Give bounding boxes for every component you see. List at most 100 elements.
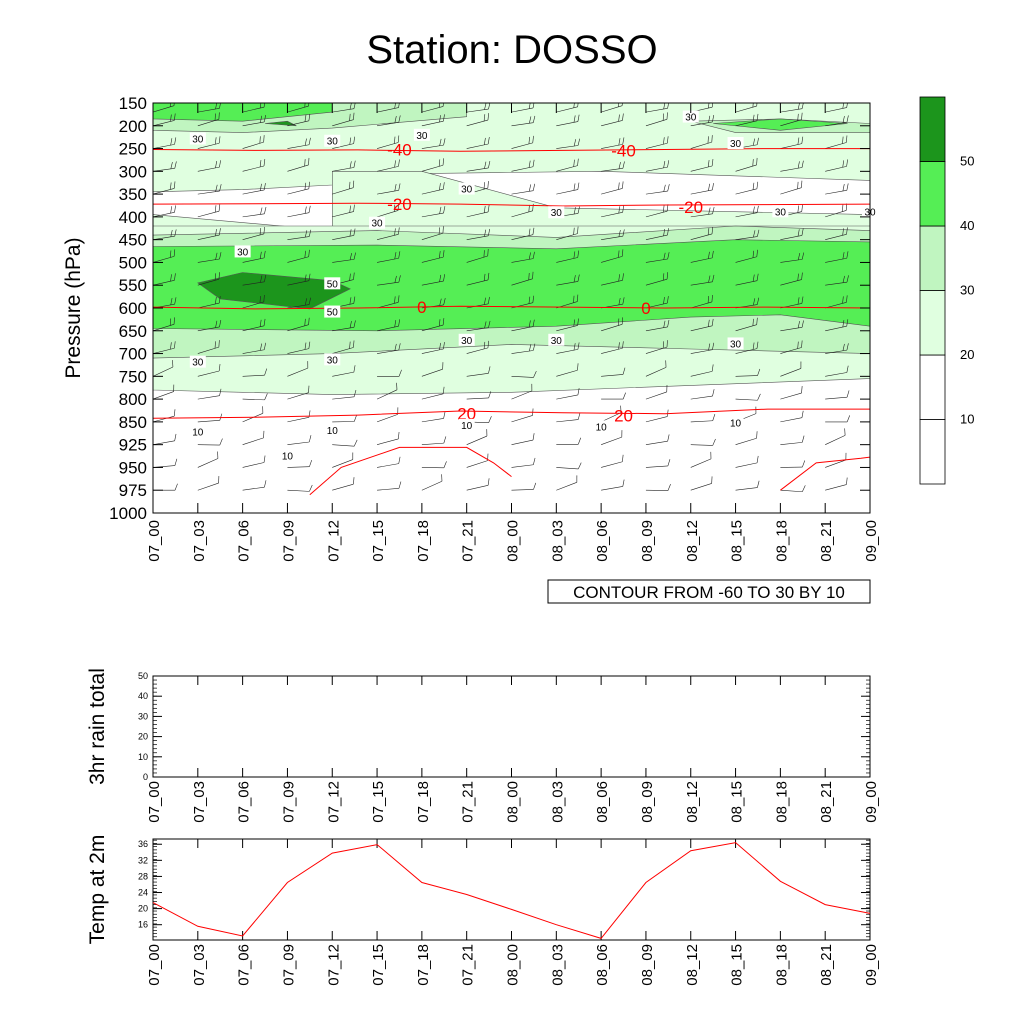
wind-barb bbox=[735, 348, 758, 354]
wind-speed-label-bg bbox=[727, 137, 744, 149]
wind-barb-flag bbox=[394, 252, 397, 260]
wind-barb bbox=[332, 371, 354, 377]
wind-barb-flag bbox=[618, 161, 621, 169]
wind-barb-flag bbox=[264, 368, 268, 376]
wind-barb-flag bbox=[215, 228, 217, 236]
wind-barb-flag bbox=[621, 317, 623, 325]
colorbar-bin bbox=[919, 161, 946, 227]
wind-barb bbox=[332, 167, 354, 172]
wind-barb-flag bbox=[752, 103, 754, 108]
wind-barb bbox=[556, 189, 578, 195]
fill-50-plus-top bbox=[264, 120, 297, 127]
wind-barb bbox=[690, 257, 713, 263]
wind-speed-label: 50 bbox=[327, 308, 339, 319]
wind-barb-flag bbox=[756, 137, 759, 145]
wind-barb-flag bbox=[663, 160, 666, 168]
wind-barb bbox=[242, 301, 264, 309]
wind-barb bbox=[242, 257, 265, 263]
wind-barb-flag bbox=[528, 228, 531, 236]
wind-barb bbox=[601, 279, 623, 286]
wind-barb bbox=[242, 189, 265, 195]
wind-barb-flag bbox=[842, 320, 845, 328]
wind-barb bbox=[645, 416, 668, 423]
wind-barb-flag bbox=[353, 365, 356, 373]
wind-barb-flag bbox=[801, 103, 804, 109]
wind-speed-label-bg bbox=[324, 353, 341, 366]
wind-speed-label-bg bbox=[458, 182, 475, 195]
x-tick-label: 08_12 bbox=[684, 520, 701, 562]
wind-barb-flag bbox=[218, 112, 220, 120]
wind-barb-flag bbox=[483, 137, 486, 145]
wind-barb bbox=[511, 439, 534, 445]
wind-barb-flag bbox=[304, 206, 307, 214]
y-tick-label: 975 bbox=[119, 481, 147, 500]
wind-barb-flag bbox=[398, 481, 402, 489]
wind-barb-flag bbox=[888, 343, 889, 350]
wind-barb-flag bbox=[711, 103, 714, 108]
wind-barb-flag bbox=[214, 205, 217, 213]
x-tick-label: 08_09 bbox=[639, 520, 656, 562]
wind-barb-flag bbox=[801, 112, 803, 120]
y-axis-label: Pressure (hPa) bbox=[62, 237, 85, 378]
wind-barb-flag bbox=[398, 183, 401, 191]
wind-barb bbox=[735, 212, 758, 218]
wind-barb bbox=[825, 107, 847, 113]
y-tick-label: 250 bbox=[119, 140, 147, 159]
wind-barb-flag bbox=[529, 116, 532, 124]
wind-barb bbox=[376, 210, 399, 218]
wind-barb-flag bbox=[438, 227, 440, 235]
wind-barb bbox=[645, 210, 668, 218]
wind-barb bbox=[242, 165, 265, 172]
wind-barb bbox=[690, 281, 713, 286]
wind-barb bbox=[242, 213, 265, 218]
wind-barb bbox=[376, 389, 398, 400]
wind-barb bbox=[869, 307, 870, 308]
wind-barb-flag bbox=[263, 318, 266, 326]
wind-barb-flag bbox=[891, 318, 892, 325]
wind-barb bbox=[153, 256, 175, 263]
wind-barb-flag bbox=[622, 341, 624, 349]
wind-barb-flag bbox=[174, 297, 177, 305]
y-tick-label: 200 bbox=[119, 117, 147, 136]
wind-barb-flag bbox=[304, 182, 307, 190]
y-tick-label: 300 bbox=[119, 162, 147, 181]
wind-barb-flag bbox=[618, 342, 620, 350]
temperature-contour-label: -20 bbox=[678, 198, 703, 217]
wind-barb-flag bbox=[352, 180, 355, 188]
wind-barb bbox=[601, 436, 622, 445]
wind-barb-flag bbox=[353, 103, 356, 109]
x-tick-label: 07_12 bbox=[325, 520, 342, 562]
x-tick-label: 08_09 bbox=[639, 781, 656, 823]
wind-barb-flag bbox=[353, 160, 356, 168]
wind-barb bbox=[735, 256, 757, 263]
wind-barb-flag bbox=[708, 343, 711, 351]
wind-barb bbox=[466, 143, 489, 149]
wind-barb-flag bbox=[215, 252, 218, 260]
wind-barb-flag bbox=[304, 250, 306, 258]
wind-barb-flag bbox=[802, 460, 806, 468]
wind-barb-flag bbox=[533, 482, 537, 490]
wind-barb-flag bbox=[259, 183, 262, 191]
wind-barb bbox=[421, 280, 444, 286]
wind-barb-flag bbox=[304, 318, 306, 326]
wind-barb-flag bbox=[622, 454, 624, 462]
wind-barb bbox=[376, 142, 399, 149]
wind-barb-flag bbox=[577, 274, 580, 282]
wind-barb-flag bbox=[487, 181, 489, 189]
wind-barb-flag bbox=[394, 136, 396, 144]
wind-speed-label: 50 bbox=[327, 279, 339, 290]
wind-barb-flag bbox=[218, 204, 221, 212]
wind-barb bbox=[645, 346, 668, 354]
wind-speed-label-bg bbox=[324, 305, 341, 318]
wind-barb-flag bbox=[666, 340, 668, 348]
wind-barb-flag bbox=[846, 227, 848, 235]
wind-barb-flag bbox=[846, 365, 849, 373]
wind-barb-flag bbox=[887, 100, 888, 107]
wind-barb-flag bbox=[260, 275, 263, 283]
wind-barb bbox=[556, 121, 578, 127]
wind-barb-flag bbox=[219, 252, 222, 260]
wind-barb-flag bbox=[219, 103, 221, 109]
wind-barb-flag bbox=[888, 207, 889, 214]
wind-barb-flag bbox=[846, 115, 849, 123]
wind-barb-flag bbox=[663, 205, 665, 213]
